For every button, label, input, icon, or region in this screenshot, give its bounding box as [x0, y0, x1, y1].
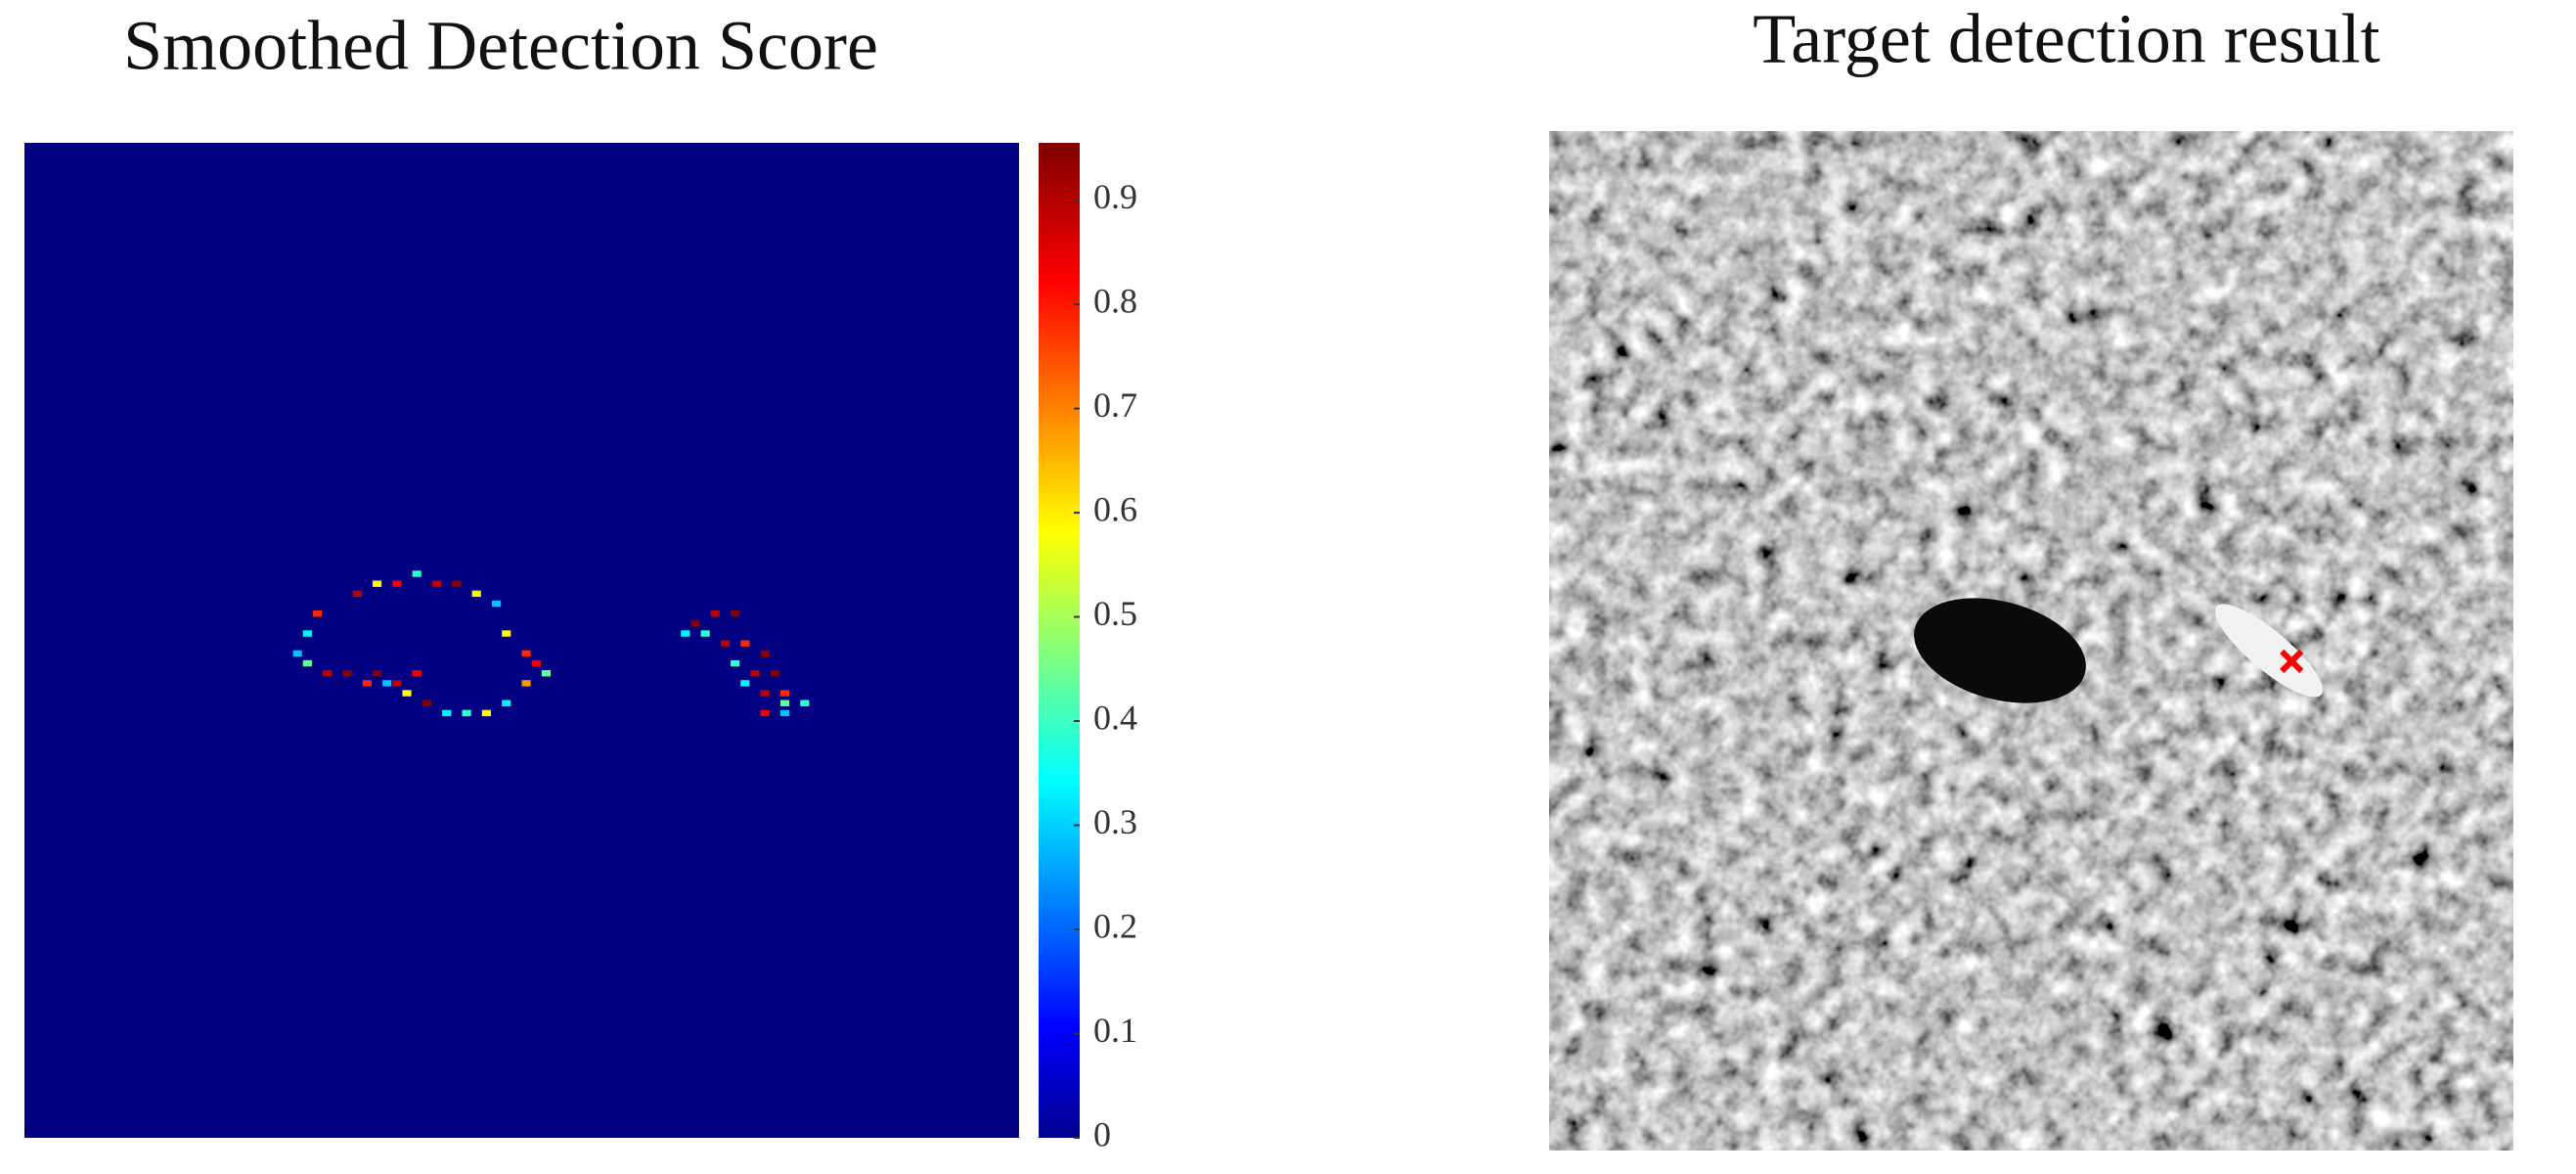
heatmap-cell: [412, 570, 422, 577]
colorbar-tick-label: 0.5: [1093, 594, 1137, 633]
heatmap-cell: [779, 700, 790, 706]
heatmap-cell: [412, 670, 422, 677]
heatmap-cell: [720, 640, 731, 647]
heatmap-cell: [779, 690, 790, 697]
heatmap-cell: [690, 620, 700, 627]
heatmap-cell: [302, 659, 312, 667]
colorbar-tick-label: 0.8: [1093, 281, 1137, 320]
heatmap-cell: [481, 709, 491, 717]
heatmap-cell: [431, 580, 442, 587]
heatmap-cell: [760, 650, 770, 657]
heatmap-cell: [760, 709, 770, 717]
heatmap-cell: [491, 600, 502, 608]
heatmap-cell: [342, 670, 352, 677]
heatmap-cell: [779, 709, 790, 717]
heatmap-cell: [402, 690, 412, 697]
heatmap-cell: [502, 630, 511, 637]
colorbar-tick-label: 0: [1093, 1114, 1111, 1153]
heatmap-cell: [740, 640, 750, 647]
heatmap-cell: [800, 700, 810, 706]
heatmap-cell: [740, 680, 750, 687]
heatmap-cell: [422, 700, 431, 706]
heatmap-cell: [750, 670, 760, 677]
heatmap-cell: [442, 709, 452, 717]
colorbar-tick-label: 0.4: [1093, 698, 1137, 737]
heatmap-cell: [323, 670, 333, 677]
chart-title: Smoothed Detection Score: [123, 7, 878, 85]
heatmap-cell: [521, 680, 531, 687]
bright-target: [2214, 604, 2324, 698]
heatmap-cell: [292, 650, 302, 657]
heatmap-cell: [312, 610, 323, 617]
heatmap-cell: [531, 659, 541, 667]
colorbar: [1039, 143, 1080, 1138]
heatmap-cell: [372, 580, 382, 587]
heatmap-cell: [731, 610, 740, 617]
heatmap-background: [24, 143, 1019, 1138]
colorbar-tick-label: 0.1: [1093, 1011, 1137, 1050]
heatmap-cell: [700, 630, 710, 637]
grayscale-image: [1549, 131, 2513, 1151]
heatmap-cell: [471, 590, 481, 598]
heatmap-cell: [462, 709, 471, 717]
heatmap-cell: [382, 680, 392, 687]
colorbar-tick-label: 0.3: [1093, 802, 1137, 841]
chart-title: Target detection result: [1753, 0, 2379, 78]
colorbar-tick-label: 0.6: [1093, 489, 1137, 528]
heatmap-cell: [770, 670, 779, 677]
colorbar-tick-label: 0.9: [1093, 177, 1137, 216]
heatmap-cell: [541, 670, 551, 677]
colorbar-tick-label: 0.2: [1093, 906, 1137, 945]
heatmap-cell: [392, 580, 402, 587]
heatmap-cell: [452, 580, 462, 587]
heatmap-cell: [352, 590, 362, 598]
heatmap-cell: [392, 680, 402, 687]
heatmap-cell: [521, 650, 531, 657]
detection-marker: [2280, 649, 2304, 673]
heatmap-cell: [760, 690, 770, 697]
heatmap-cell: [731, 659, 740, 667]
heatmap-cell: [681, 630, 690, 637]
heatmap-cell: [372, 670, 382, 677]
colorbar-tick-label: 0.7: [1093, 385, 1137, 425]
heatmap-cell: [502, 700, 511, 706]
heatmap-cell: [710, 610, 720, 617]
heatmap-cell: [362, 680, 372, 687]
heatmap-cell: [302, 630, 312, 637]
dark-region: [1914, 598, 2086, 703]
